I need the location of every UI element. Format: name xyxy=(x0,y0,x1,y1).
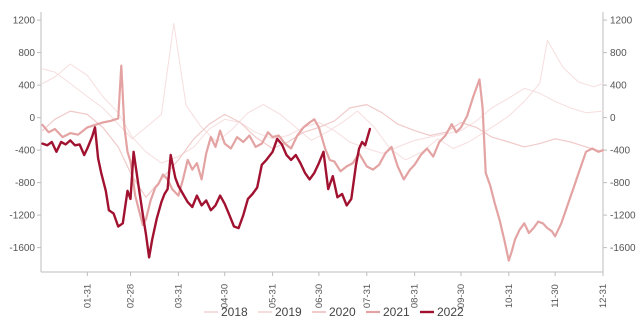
x-tick-label: 05-31 xyxy=(268,284,279,308)
legend-label-2019: 2019 xyxy=(275,305,302,319)
legend-label-2020: 2020 xyxy=(329,305,356,319)
y-tick-label-right: -1600 xyxy=(610,243,636,254)
x-tick-label: 01-31 xyxy=(82,284,93,308)
y-tick-label-left: 0 xyxy=(29,113,35,124)
x-tick-label: 09-30 xyxy=(456,284,467,308)
series-line-2022 xyxy=(41,126,372,259)
legend: 2018 2019 2020 2021 2022 xyxy=(204,305,464,319)
x-tick-label: 12-31 xyxy=(598,284,609,308)
x-tick-label: 06-30 xyxy=(314,284,325,308)
x-tick-label: 11-30 xyxy=(550,284,561,308)
y-tick-labels-left: 1200 800 400 0 -400 -800 -1200 -1600 xyxy=(9,16,41,254)
x-tick-label: 04-30 xyxy=(220,284,231,308)
x-tick-label: 03-31 xyxy=(173,284,184,308)
legend-label-2018: 2018 xyxy=(221,305,248,319)
series-line-2018 xyxy=(42,22,604,161)
y-tick-labels-right: 1200 800 400 0 -400 -800 -1200 -1600 xyxy=(603,16,636,254)
y-tick-label-left: -1200 xyxy=(9,211,35,222)
y-tick-label-right: -400 xyxy=(610,146,630,157)
y-tick-label-right: 1200 xyxy=(610,16,633,27)
y-tick-label-left: -800 xyxy=(15,178,35,189)
x-tick-label: 07-31 xyxy=(362,284,373,308)
y-tick-label-left: 400 xyxy=(18,81,35,92)
x-tick-label: 02-28 xyxy=(126,284,137,308)
y-tick-label-right: 0 xyxy=(610,113,616,124)
y-tick-label-left: -1600 xyxy=(9,243,35,254)
y-tick-label-right: -800 xyxy=(610,178,630,189)
y-tick-label-left: 800 xyxy=(18,48,35,59)
legend-label-2021: 2021 xyxy=(383,305,410,319)
y-tick-label-right: -1200 xyxy=(610,211,636,222)
x-tick-label: 08-31 xyxy=(410,284,421,308)
y-tick-label-left: 1200 xyxy=(13,16,36,27)
y-tick-label-right: 400 xyxy=(610,81,627,92)
series-line-2019 xyxy=(42,63,604,164)
x-tick-labels: 01-31 02-28 03-31 04-30 05-31 06-30 07-31 08-31… xyxy=(82,272,609,308)
x-tick-label: 10-31 xyxy=(504,284,515,308)
series-lines xyxy=(41,22,605,262)
y-tick-label-right: 800 xyxy=(610,48,627,59)
legend-label-2022: 2022 xyxy=(437,305,464,319)
y-tick-label-left: -400 xyxy=(15,146,35,157)
